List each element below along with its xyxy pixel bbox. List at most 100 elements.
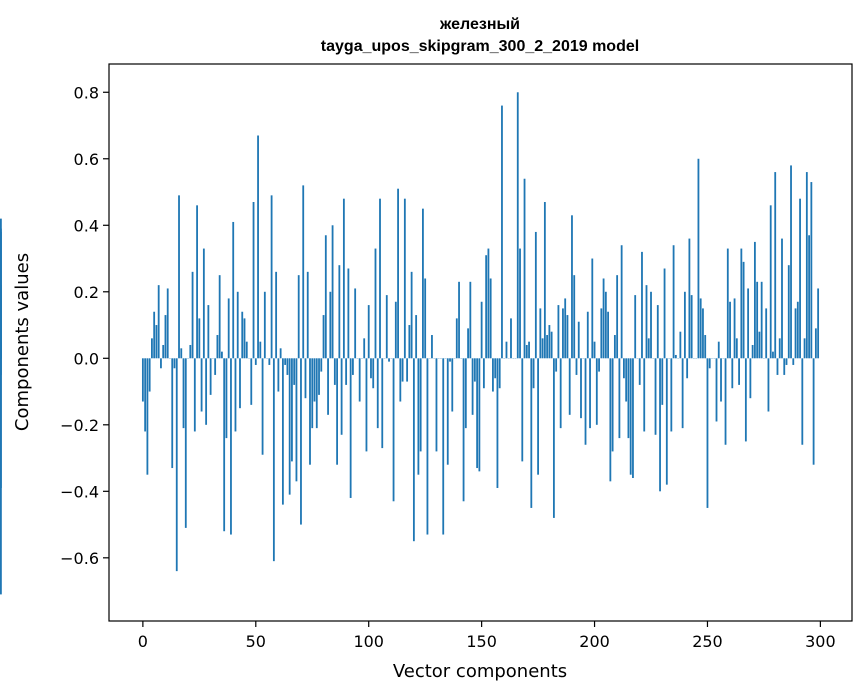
y-axis-ticks: −0.6 −0.4 −0.2 0.0 0.2 0.4 0.6 0.8 xyxy=(60,83,109,568)
bar xyxy=(227,298,230,359)
bar xyxy=(469,281,472,359)
bar xyxy=(160,358,162,369)
bar xyxy=(286,358,289,375)
bar xyxy=(799,198,801,359)
bar xyxy=(329,291,332,359)
bar xyxy=(753,241,756,359)
bar xyxy=(492,358,494,392)
bar xyxy=(263,291,266,359)
bar xyxy=(345,358,348,385)
bar xyxy=(363,338,366,359)
bar xyxy=(697,158,700,359)
bar xyxy=(261,358,264,455)
bar xyxy=(144,358,147,432)
bar xyxy=(620,245,623,359)
bar xyxy=(372,358,375,389)
bar xyxy=(767,358,770,412)
bar xyxy=(550,331,553,359)
bar xyxy=(562,308,564,359)
bar xyxy=(679,331,682,359)
bar xyxy=(408,325,411,359)
bar xyxy=(634,295,637,359)
bar xyxy=(173,358,176,369)
bar xyxy=(564,298,567,359)
bar xyxy=(342,198,345,359)
bar xyxy=(467,328,469,359)
bar xyxy=(611,358,614,452)
bar xyxy=(449,358,451,362)
bar xyxy=(521,358,524,462)
bar xyxy=(236,291,239,359)
chart-title: железный xyxy=(439,16,520,33)
bar xyxy=(198,318,201,359)
bar xyxy=(141,358,144,402)
bar xyxy=(347,268,350,359)
bar xyxy=(379,198,381,359)
y-tick-label: 0.8 xyxy=(74,83,99,102)
x-axis-label: Vector components xyxy=(393,661,567,682)
bar xyxy=(494,358,497,379)
bar xyxy=(523,178,526,359)
bar xyxy=(548,325,551,359)
bar xyxy=(575,358,578,375)
bar xyxy=(783,358,786,375)
bar xyxy=(571,215,573,359)
bar xyxy=(327,358,329,415)
bar xyxy=(814,328,817,359)
bar xyxy=(399,358,402,402)
bar xyxy=(243,318,246,359)
bar xyxy=(595,358,598,425)
bar xyxy=(324,235,327,359)
bar xyxy=(641,251,643,359)
bar xyxy=(451,358,454,412)
bar xyxy=(311,358,314,429)
bar xyxy=(557,305,560,359)
bar xyxy=(760,281,763,359)
bar xyxy=(259,341,262,359)
bar xyxy=(157,285,160,359)
x-axis-ticks: 0 50 100 150 200 250 300 xyxy=(138,621,836,651)
bar xyxy=(751,344,754,359)
bar xyxy=(446,358,449,465)
x-tick-label: 150 xyxy=(466,632,497,651)
bar xyxy=(552,358,555,518)
bar xyxy=(349,358,352,498)
bar xyxy=(796,301,799,359)
x-tick-label: 0 xyxy=(138,632,148,651)
bar xyxy=(442,358,445,535)
bar xyxy=(406,358,409,382)
y-tick-label: 0.6 xyxy=(74,150,99,169)
bar xyxy=(717,341,720,359)
bar xyxy=(681,358,684,429)
bar xyxy=(489,278,492,359)
bar xyxy=(794,308,797,359)
bar xyxy=(182,358,185,429)
bar xyxy=(600,308,603,359)
bar xyxy=(580,358,582,419)
y-tick-label: 0.4 xyxy=(74,216,99,235)
bar xyxy=(464,358,467,429)
bar xyxy=(340,358,343,435)
bar xyxy=(225,358,228,439)
bar xyxy=(765,308,768,359)
chart-subtitle: tayga_upos_skipgram_300_2_2019 model xyxy=(321,38,639,55)
bar xyxy=(209,358,212,395)
bar xyxy=(146,358,149,475)
bar xyxy=(519,248,521,359)
y-tick-label: −0.4 xyxy=(60,482,99,501)
bar xyxy=(230,358,232,535)
bar xyxy=(381,358,384,449)
bar xyxy=(202,248,205,359)
bar xyxy=(320,358,323,372)
bar xyxy=(733,298,736,359)
x-tick-label: 250 xyxy=(692,632,723,651)
bar xyxy=(758,331,761,359)
bar xyxy=(162,344,165,359)
bar xyxy=(776,358,779,375)
bars-group xyxy=(0,92,820,595)
bar xyxy=(250,358,253,405)
bar xyxy=(659,358,661,492)
y-tick-label: −0.2 xyxy=(60,416,99,435)
bar xyxy=(358,358,361,402)
bar xyxy=(370,358,372,379)
